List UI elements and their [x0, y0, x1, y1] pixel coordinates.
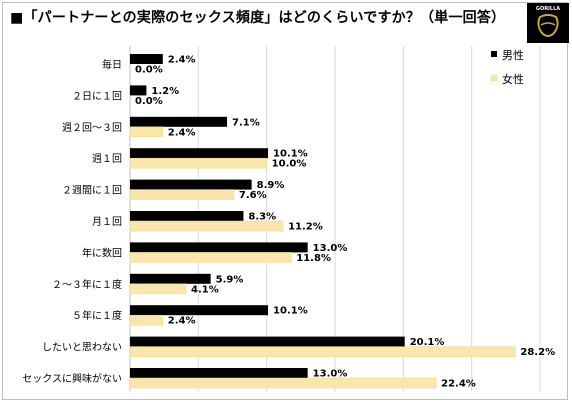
female-value-label: 0.0% [135, 65, 163, 76]
male-bar [130, 54, 163, 64]
male-value-label: 5.9% [216, 274, 244, 285]
female-value-label: 11.8% [296, 253, 331, 264]
female-value-label: 28.2% [520, 347, 555, 358]
female-bar [129, 220, 284, 232]
female-bar [129, 157, 267, 169]
chart-title-text: ■「パートナーとの実際のセックス頻度」はどのくらいですか？（単一回答） [10, 10, 506, 26]
female-value-label: 2.4% [168, 316, 196, 327]
male-bar [130, 116, 228, 127]
category-label: 週２回～３回 [62, 122, 122, 134]
male-bar [130, 211, 244, 221]
category-label: ５年に１度 [72, 309, 122, 322]
male-bar [130, 305, 269, 316]
female-bar [129, 252, 292, 263]
male-value-label: 1.2% [151, 86, 179, 97]
male-bar [130, 368, 308, 378]
chart-frame [2, 2, 568, 400]
male-value-label: 8.9% [257, 180, 285, 191]
category-label: 年に数回 [82, 246, 122, 259]
logo-text: GORILLA [535, 6, 561, 12]
male-value-label: 10.1% [273, 149, 308, 160]
female-value-label: 4.1% [191, 284, 219, 295]
female-value-label: 11.2% [288, 222, 323, 233]
male-value-label: 8.3% [248, 212, 276, 223]
female-bar [129, 314, 164, 326]
male-value-label: 10.1% [273, 306, 308, 317]
category-label: セックスに興味がない [22, 372, 122, 385]
legend-female-swatch [490, 74, 498, 82]
male-bar [130, 336, 405, 347]
category-label: したいと思わない [42, 342, 122, 354]
category-label: 月１回 [92, 216, 122, 228]
male-value-label: 2.4% [168, 55, 196, 66]
legend-male-swatch [491, 51, 497, 57]
category-label: ２週間に１回 [62, 185, 122, 197]
female-bar [129, 346, 516, 357]
female-bar [129, 189, 235, 200]
category-label: ２日に１回 [72, 90, 122, 102]
male-bar [130, 242, 308, 253]
female-bar [129, 126, 164, 138]
male-bar [130, 148, 269, 159]
male-bar [130, 85, 147, 96]
female-value-label: 0.0% [135, 96, 163, 107]
female-value-label: 10.0% [272, 159, 307, 170]
male-value-label: 7.1% [232, 117, 260, 128]
female-bar [129, 377, 437, 389]
legend-female-label: 女性 [502, 72, 524, 86]
category-label: 週１回 [92, 153, 122, 165]
legend-male-label: 男性 [502, 48, 524, 62]
female-bar [129, 283, 187, 295]
male-value-label: 13.0% [313, 369, 348, 380]
male-bar [130, 179, 252, 190]
category-label: 毎日 [102, 58, 122, 71]
female-value-label: 2.4% [168, 127, 196, 138]
gorilla-logo-icon: GORILLA [527, 3, 569, 43]
chart-title: ■「パートナーとの実際のセックス頻度」はどのくらいですか？（単一回答） [10, 6, 505, 28]
category-label: ２～３年に１度 [52, 278, 122, 291]
male-value-label: 20.1% [410, 337, 445, 348]
female-value-label: 22.4% [441, 379, 476, 390]
male-bar [130, 273, 211, 284]
female-value-label: 7.6% [239, 190, 267, 201]
logo-mark [537, 14, 559, 37]
male-value-label: 13.0% [313, 243, 348, 254]
